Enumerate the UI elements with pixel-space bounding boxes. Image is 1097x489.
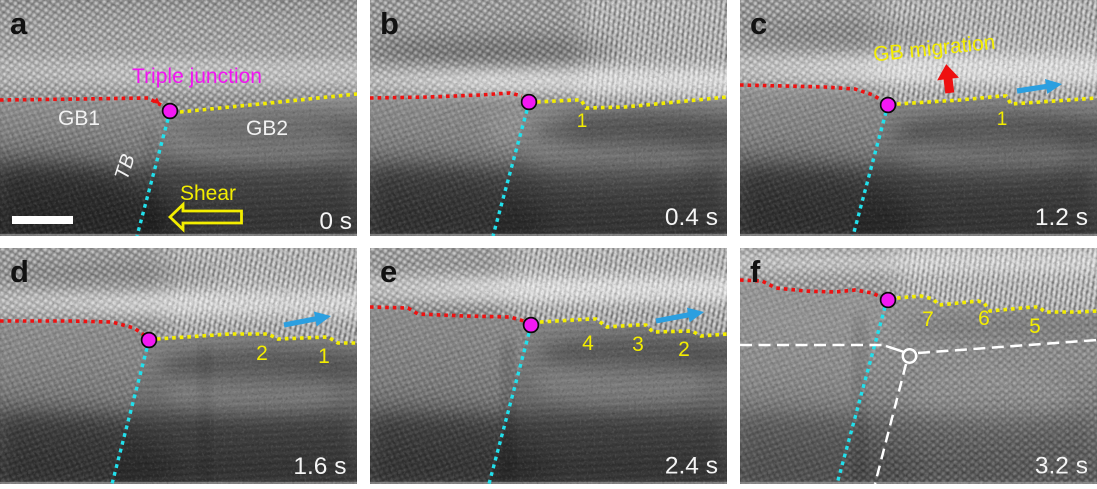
svg-text:4: 4 [582,332,594,355]
svg-text:3.2 s: 3.2 s [1035,453,1088,480]
svg-text:Triple junction: Triple junction [132,65,262,88]
svg-text:1.2 s: 1.2 s [1035,204,1088,231]
svg-text:GB1: GB1 [58,107,100,130]
svg-text:1.6 s: 1.6 s [293,453,346,480]
svg-text:1: 1 [318,345,330,368]
svg-text:2.4 s: 2.4 s [665,453,718,480]
svg-text:6: 6 [978,307,990,330]
svg-text:a: a [10,6,28,41]
svg-text:b: b [380,6,399,41]
svg-text:0.4 s: 0.4 s [665,204,718,231]
svg-text:e: e [380,254,397,289]
svg-text:c: c [750,6,767,41]
svg-text:GB2: GB2 [246,117,288,140]
svg-text:f: f [750,254,761,289]
svg-text:3: 3 [632,333,644,356]
svg-text:5: 5 [1029,315,1041,338]
svg-text:2: 2 [678,338,690,361]
svg-text:7: 7 [922,308,934,331]
svg-text:1: 1 [997,109,1008,130]
svg-text:0 s: 0 s [319,208,352,235]
svg-text:2: 2 [256,342,268,365]
svg-text:d: d [10,254,29,289]
svg-text:Shear: Shear [180,182,236,205]
svg-text:1: 1 [577,111,588,132]
